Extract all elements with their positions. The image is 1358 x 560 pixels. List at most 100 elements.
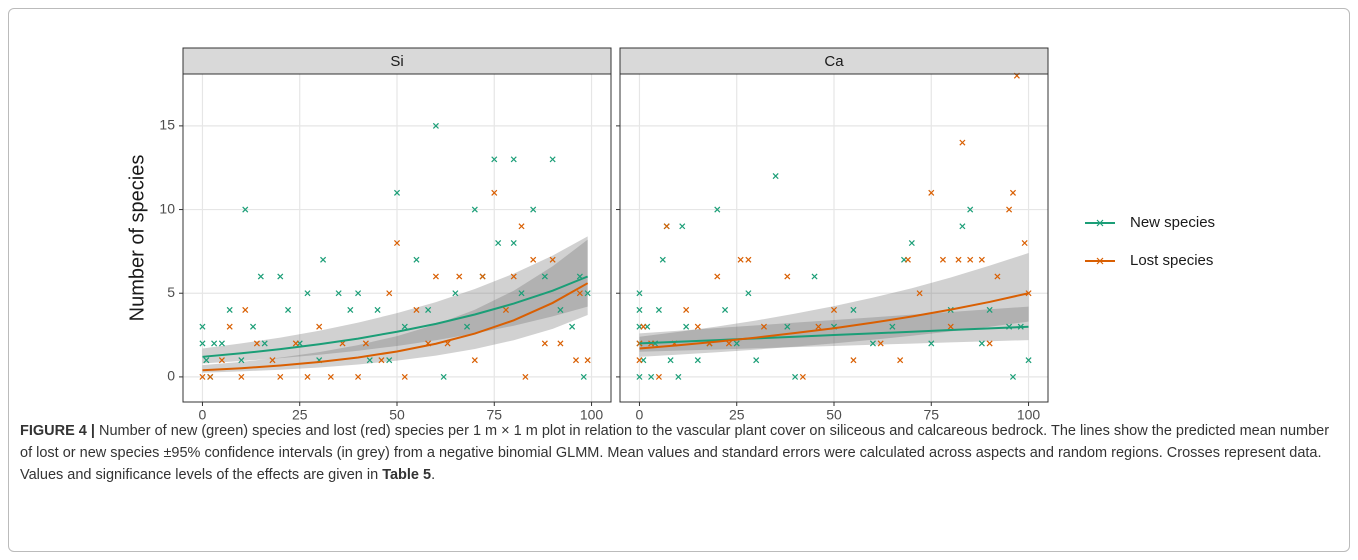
point [648,373,655,380]
point [1021,239,1028,247]
point [238,357,245,364]
point [636,357,643,364]
point [226,323,233,330]
point [413,306,420,313]
legend-label: Lost species [1130,252,1213,269]
point [277,273,284,280]
point [725,340,732,347]
point [694,357,701,364]
point [947,323,954,330]
fit-line [639,325,1029,345]
point [401,373,408,380]
point [753,357,760,364]
y-tick-label: 5 [167,284,175,300]
point [199,323,206,330]
point [869,340,876,347]
panel-border [619,73,1049,403]
caption-ref: Table 5 [382,467,432,483]
point [655,306,662,313]
point [347,306,354,313]
point [386,357,393,364]
point [877,340,884,347]
x-tick-label: 25 [292,407,308,420]
point [549,156,556,163]
point [277,373,284,380]
point [386,290,393,297]
point [432,273,439,280]
point [518,290,525,297]
point [830,306,838,313]
point [784,273,791,280]
y-axis-label: Number of species [126,155,148,322]
point [199,373,206,380]
x-tick-label: 25 [729,407,745,420]
point [679,223,686,230]
fit-line [202,275,589,358]
point [253,340,260,347]
point [374,306,381,313]
point [889,323,896,330]
point [916,290,923,297]
point [737,256,744,263]
point [714,206,721,213]
point [269,357,276,364]
point [745,290,752,297]
point [811,273,818,280]
point [967,256,974,263]
point [541,273,548,280]
point [479,273,486,280]
point [1009,189,1017,196]
point [667,357,674,364]
point [355,373,362,380]
caption-text: Number of new (green) species and lost (… [20,423,1330,483]
point [413,256,420,263]
point [636,306,643,313]
caption: FIGURE 4 | Number of new (green) species… [20,420,1340,486]
point [292,340,299,347]
point [207,373,214,380]
x-tick-label: 100 [1017,407,1041,420]
point [218,340,225,347]
point [815,323,822,330]
point [967,206,974,213]
x-tick-label: 100 [580,407,604,420]
point [584,290,591,297]
point [1025,290,1032,297]
point [557,340,564,347]
point [432,122,439,129]
point [557,306,564,313]
point [226,306,233,313]
point [978,256,985,263]
x-tick-label: 50 [389,407,405,420]
point [722,306,729,313]
point [355,290,362,297]
point [683,306,690,313]
point [986,306,993,313]
point [850,357,857,364]
point [959,223,966,230]
point [327,373,334,380]
point [250,323,257,330]
confidence-band [202,236,588,364]
point [335,290,342,297]
x-tick-label: 0 [199,407,207,420]
point [1025,357,1032,364]
point [522,373,529,380]
panel-border [182,73,612,403]
point [502,306,509,313]
point [675,373,682,380]
point [978,340,985,347]
point [572,357,580,364]
point [530,256,537,263]
point [316,323,323,330]
point [199,340,206,347]
point [425,306,432,313]
point [928,189,935,196]
y-tick-label: 10 [159,200,175,216]
point [772,173,779,180]
confidence-band [202,239,588,373]
point [518,223,525,230]
strip [619,47,1049,75]
point [491,156,498,163]
point [211,340,218,347]
